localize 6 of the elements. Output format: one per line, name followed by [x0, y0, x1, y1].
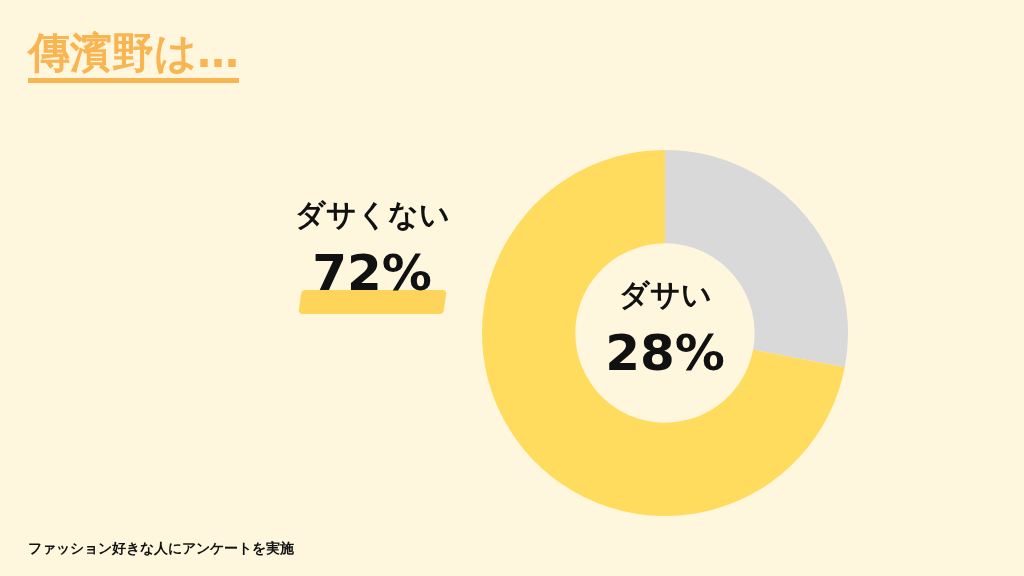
slice-label: ダサくない	[294, 196, 450, 232]
chart-title: 傳濱野は…	[28, 28, 239, 84]
data-label: 28%	[605, 323, 725, 382]
data-label: 72%	[312, 243, 432, 302]
text: ファッション好きな人にアンケートを実施	[28, 540, 294, 558]
slice-label: ダサい	[618, 276, 712, 312]
